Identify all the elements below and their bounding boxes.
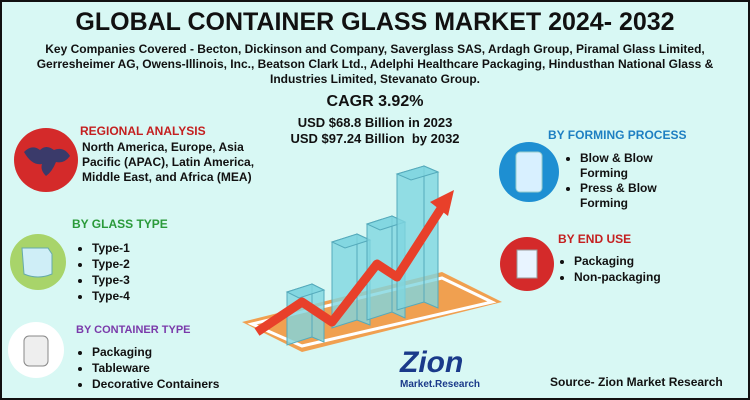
bottle [515,151,543,193]
section-title: BY FORMING PROCESS [548,128,687,142]
list-item: Packaging [574,253,661,269]
list-item: Type-3 [92,272,130,288]
market-2032: USD $97.24 Billion by 2032 [290,131,460,146]
arrow-head [430,190,454,216]
jug [21,247,53,278]
title: GLOBAL CONTAINER GLASS MARKET 2024- 2032 [75,8,675,36]
cagr: CAGR 3.92% [326,93,424,110]
source: Source- Zion Market Research [550,375,723,389]
list-item: Tableware [92,360,219,376]
market-2023: USD $68.8 Billion in 2023 [297,115,453,130]
section-title: BY END USE [558,232,632,246]
list-item: Type-2 [92,256,130,272]
list: Packaging Non-packaging [558,253,661,285]
logo-tagline: Market.Research [400,379,481,390]
list: Blow & Blow Forming Press & Blow Forming [564,151,690,211]
list: Packaging Tableware Decorative Container… [76,344,219,392]
section-title: BY GLASS TYPE [72,217,168,231]
list-item: Press & Blow Forming [580,181,690,211]
list-item: Decorative Containers [92,376,219,392]
list-item: Non-packaging [574,269,661,285]
trend-arrow [254,204,446,336]
world-map [24,147,70,176]
logo-name: Zion [400,346,464,379]
list-item: Blow & Blow Forming [580,151,690,181]
jar [23,335,49,367]
section-title: REGIONAL ANALYSIS [80,124,206,138]
companies: Key Companies Covered - Becton, Dickinso… [36,42,714,86]
list-item: Type-1 [92,240,130,256]
section-title: BY CONTAINER TYPE [76,324,191,336]
list-item: Type-4 [92,288,130,304]
list-item: Packaging [92,344,219,360]
list: Type-1 Type-2 Type-3 Type-4 [76,240,130,304]
beaker [516,249,538,279]
section-text: North America, Europe, Asia Pacific (APA… [82,140,255,184]
